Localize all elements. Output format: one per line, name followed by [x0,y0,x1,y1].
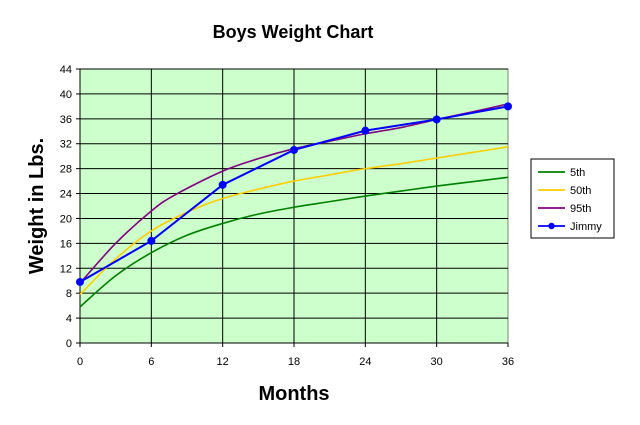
y-tick-label: 32 [60,139,72,151]
data-point-jimmy [218,180,227,189]
x-tick-label: 18 [288,356,300,368]
data-point-jimmy [504,102,512,111]
legend-item-jimmy: Jimmy [538,221,602,233]
data-point-jimmy [432,115,441,124]
y-tick-label: 44 [60,64,72,76]
y-tick-label: 16 [60,238,72,250]
x-axis-ticks: 0 6 12 18 24 30 36 [77,343,514,368]
series-50th [79,146,509,295]
y-axis-ticks: 0 4 8 12 16 20 24 28 32 36 40 44 [60,64,80,350]
x-tick-label: 24 [359,356,371,368]
y-tick-label: 28 [60,164,72,176]
y-tick-label: 8 [66,288,72,300]
chart-title: Boys Weight Chart [213,22,374,42]
x-tick-label: 12 [217,356,229,368]
legend: 5th 50th 95th Jimmy [530,158,615,239]
series-line-5th [79,176,509,308]
series-lines [76,102,512,308]
y-tick-label: 24 [60,189,72,201]
data-point-jimmy [290,145,298,154]
legend-label: 5th [570,167,585,179]
legend-item-95th: 95th [538,203,591,215]
data-point-jimmy [147,236,156,245]
y-tick-label: 12 [60,263,72,275]
y-tick-label: 40 [60,89,72,101]
series-5th [79,176,509,308]
x-tick-label: 6 [148,356,154,368]
x-axis-title: Months [258,383,329,405]
y-tick-label: 0 [66,338,72,350]
x-tick-label: 36 [502,356,514,368]
data-point-jimmy [76,277,84,286]
data-point-jimmy [361,126,370,135]
x-tick-label: 0 [77,356,83,368]
legend-label: Jimmy [570,221,602,233]
legend-label: 50th [570,185,591,197]
y-tick-label: 20 [60,213,72,225]
y-axis-title: Weight in Lbs. [26,138,48,274]
y-tick-label: 4 [66,313,72,325]
series-line-50th [79,146,509,295]
legend-label: 95th [570,203,591,215]
series-jimmy [76,102,512,286]
legend-item-5th: 5th [538,167,585,179]
y-tick-label: 36 [60,114,72,126]
legend-marker [548,222,555,230]
x-tick-label: 30 [431,356,443,368]
legend-item-50th: 50th [538,185,591,197]
